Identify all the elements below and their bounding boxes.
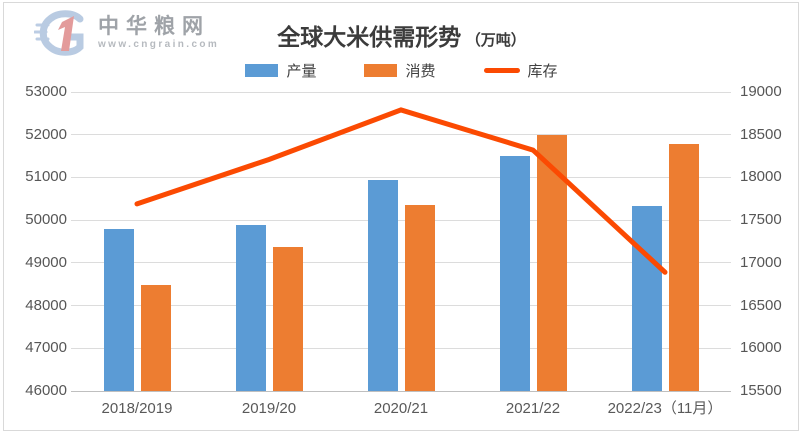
stocks-line-swatch-icon [483, 68, 520, 73]
left-axis-tick-label: 47000 [25, 339, 67, 357]
gridline [71, 91, 731, 93]
chart-title-text: 全球大米供需形势 [277, 24, 462, 50]
right-axis-tick-label: 19000 [740, 83, 782, 100]
chart-legend: 产量 消费 库存 [0, 60, 803, 81]
left-axis-tick-label: 50000 [25, 211, 67, 229]
stocks-line-path [134, 107, 668, 275]
legend-item-stocks: 库存 [483, 60, 558, 81]
legend-label: 消费 [405, 63, 436, 80]
x-axis-category-label: 2018/2019 [101, 400, 173, 417]
legend-item-production: 产量 [245, 60, 316, 81]
x-axis-category-label: 2019/20 [241, 400, 297, 417]
consumption-bar [140, 285, 171, 391]
bar-group [467, 92, 599, 391]
bar-group [203, 92, 335, 391]
left-axis-tick-label: 46000 [25, 382, 67, 399]
gridline [71, 305, 731, 307]
x-axis-category-label: 2020/21 [373, 400, 429, 417]
stocks-line-series [134, 107, 668, 275]
logo-website: www.cngrain.com [98, 39, 220, 50]
cngrain-logo-g-icon [34, 10, 84, 56]
plot-area: 2018/2019 2019/20 2020/21 2021/22 2022/23（11… [71, 91, 731, 417]
consumption-swatch-icon [364, 64, 398, 77]
production-bar [631, 206, 662, 391]
left-axis-tick-label: 52000 [25, 125, 67, 143]
bar-group [599, 92, 731, 391]
bar-group [71, 92, 203, 391]
left-axis-tick-label: 51000 [25, 168, 67, 186]
right-axis-tick-label: 18500 [740, 125, 782, 143]
right-axis-tick-label: 16500 [740, 296, 782, 314]
left-axis-tick-label: 48000 [25, 296, 67, 314]
cngrain-logo: 中华粮网 www.cngrain.com [34, 10, 219, 56]
left-axis-tick-label: 53000 [25, 83, 67, 100]
left-axis-tick-label: 49000 [25, 253, 67, 271]
logo-brand-name: 中华粮网 [98, 15, 210, 38]
legend-item-consumption: 消费 [364, 60, 436, 81]
production-bar [235, 225, 266, 391]
consumption-bar [668, 144, 699, 391]
gridline [71, 262, 731, 264]
right-axis-tick-label: 17000 [740, 253, 782, 271]
production-bar [367, 180, 398, 391]
gridline [71, 134, 731, 136]
production-bar [499, 155, 530, 391]
legend-label: 产量 [286, 63, 317, 80]
right-axis-tick-label: 15500 [740, 382, 782, 399]
gridline [71, 347, 731, 349]
legend-label: 库存 [527, 63, 558, 80]
right-axis-tick-label: 16000 [740, 339, 782, 357]
cngrain-logo-text: 中华粮网 www.cngrain.com [98, 15, 219, 51]
production-bar [103, 228, 134, 391]
x-axis-category-label: 2021/22 [505, 400, 561, 417]
bar-group [335, 92, 467, 391]
right-axis-tick-label: 18000 [740, 168, 782, 186]
x-axis-line [71, 390, 731, 392]
right-axis-tick-label: 17500 [740, 211, 782, 229]
gridline [71, 219, 731, 221]
consumption-bar [272, 247, 303, 391]
chart-title: 全球大米供需形势 （万吨） [0, 18, 803, 52]
production-swatch-icon [245, 64, 279, 77]
x-axis-category-label: 2022/23（11月） [607, 400, 723, 417]
gridline [71, 176, 731, 178]
chart-title-unit: （万吨） [465, 32, 526, 49]
consumption-bar [404, 205, 435, 391]
